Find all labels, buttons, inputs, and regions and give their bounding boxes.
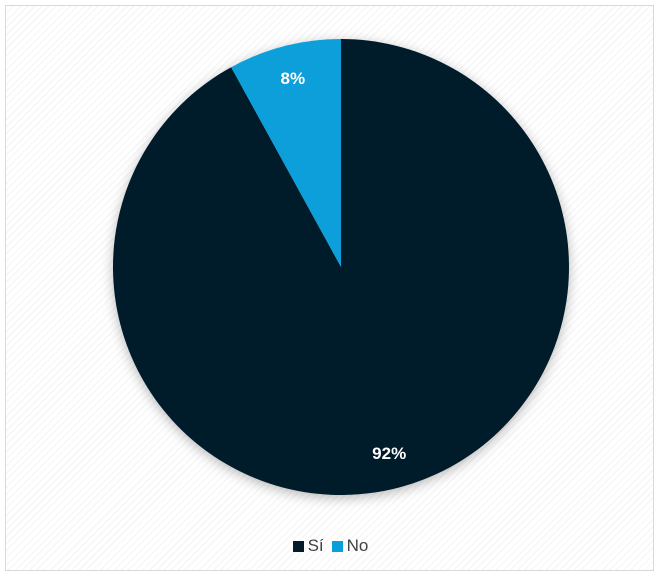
pie-chart: 92% 8%: [112, 39, 569, 495]
slice-no: [231, 39, 341, 267]
legend-swatch-si: [292, 540, 304, 552]
legend-item-si: Sí: [292, 536, 324, 556]
data-label-no: 8%: [281, 69, 306, 88]
legend-swatch-no: [331, 540, 343, 552]
chart-legend: Sí No: [6, 536, 655, 556]
legend-item-no: No: [331, 536, 369, 556]
legend-label-si: Sí: [307, 536, 324, 555]
legend-label-no: No: [346, 536, 369, 555]
slice-si: [112, 39, 569, 495]
chart-area: 92% 8% Sí No: [5, 5, 654, 571]
data-label-si: 92%: [372, 444, 406, 463]
